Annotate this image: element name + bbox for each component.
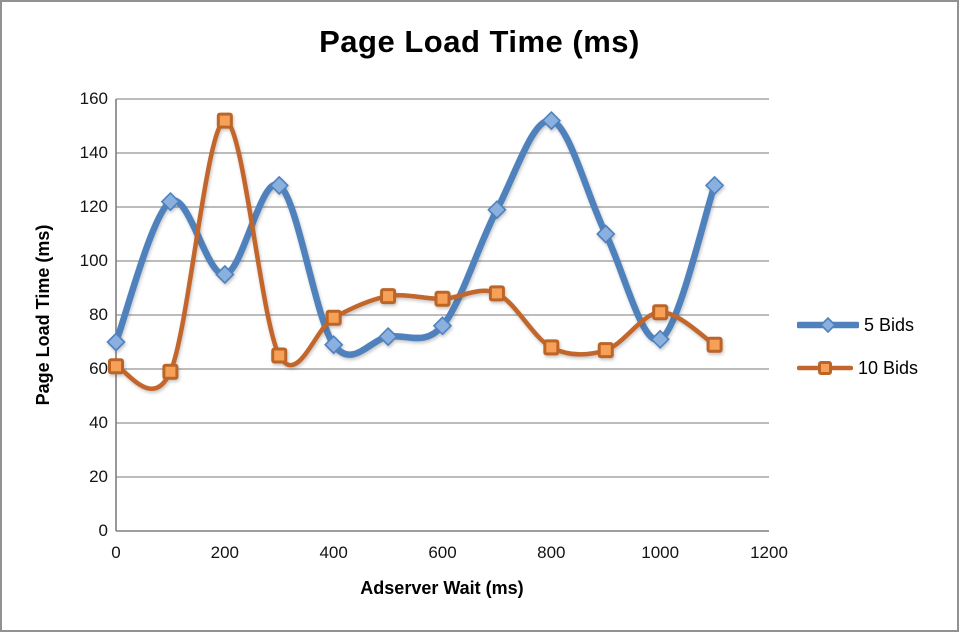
x-tick-label: 800 [537, 543, 566, 562]
series-5-bids [106, 110, 725, 358]
x-tick-label: 200 [210, 543, 240, 562]
y-tick-label: 160 [79, 89, 108, 108]
data-point-diamond [269, 175, 289, 196]
data-point-diamond [432, 316, 453, 336]
data-point-square [325, 309, 342, 326]
series-line [112, 117, 718, 358]
y-tick-label: 40 [89, 413, 108, 432]
y-tick-label: 60 [89, 359, 108, 378]
y-tick-label: 100 [79, 251, 108, 270]
data-point-square [162, 363, 179, 380]
x-tick-label: 0 [111, 543, 121, 562]
legend-label-10-bids: 10 Bids [858, 357, 919, 378]
data-point-square [380, 288, 397, 305]
legend-item-5-bids: 5 Bids [797, 309, 918, 341]
data-point-diamond [596, 224, 616, 244]
series-10-bids [108, 112, 723, 391]
data-point-square [543, 339, 560, 356]
data-point-diamond [487, 200, 507, 220]
data-point-diamond [704, 175, 725, 196]
data-point-square [706, 336, 723, 353]
legend-label-5-bids: 5 Bids [864, 314, 915, 335]
y-tick-label: 120 [79, 197, 108, 216]
x-tick-label: 1200 [750, 543, 788, 562]
data-point-diamond [160, 191, 181, 212]
data-point-diamond [541, 110, 561, 131]
y-tick-label: 80 [89, 305, 108, 324]
x-tick-label: 400 [319, 543, 348, 562]
data-point-square [216, 112, 233, 129]
data-point-diamond [378, 326, 398, 347]
data-point-diamond [324, 335, 344, 355]
data-point-diamond [650, 329, 670, 349]
chart-title: Page Load Time (ms) [319, 24, 640, 59]
data-point-square [488, 285, 505, 302]
data-point-square [434, 290, 451, 307]
x-tick-label: 1000 [641, 543, 680, 562]
x-tick-label: 600 [428, 543, 457, 562]
y-tick-label: 0 [98, 521, 108, 540]
data-point-square [652, 304, 669, 321]
y-tick-label: 140 [79, 143, 108, 162]
legend-marker-5-bids [797, 316, 859, 334]
data-point-square [271, 347, 288, 364]
y-axis-title: Page Load Time (ms) [33, 224, 53, 406]
legend-item-10-bids: 10 Bids [797, 352, 918, 384]
legend-marker-10-bids [797, 361, 853, 375]
x-axis-title: Adserver Wait (ms) [360, 578, 524, 598]
data-point-square [108, 358, 124, 375]
data-point-square [597, 342, 614, 359]
data-point-square [818, 361, 832, 375]
data-point-diamond [819, 316, 837, 334]
legend: 5 Bids 10 Bids [797, 309, 918, 384]
y-tick-label: 20 [89, 467, 108, 486]
data-point-diamond [106, 332, 126, 352]
data-point-diamond [215, 264, 235, 285]
